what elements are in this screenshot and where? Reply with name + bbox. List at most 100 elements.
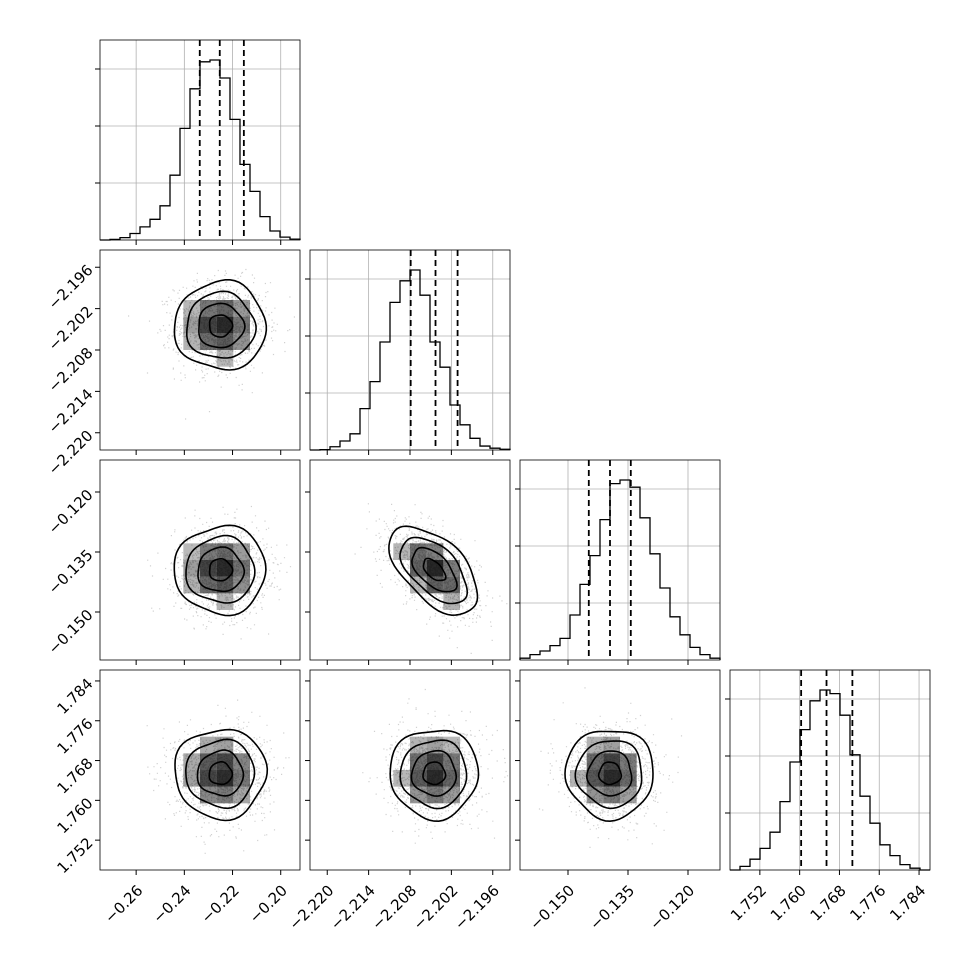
x-tick-label: −0.24 [149,882,194,927]
density-cell [443,786,460,804]
y-tick-label: −2.220 [45,427,97,479]
x-tick-label: −2.196 [451,882,503,934]
x-tick-label: −0.120 [646,882,698,934]
density-cell [233,753,250,770]
contour-0 [208,558,234,582]
x-tick-label: 1.760 [767,882,810,925]
contour-1 [198,302,246,349]
y-tick-label: −2.196 [45,261,97,313]
x-tick-label: −0.135 [586,882,638,934]
contour-1 [585,750,633,797]
y-tick-label: −0.135 [45,546,97,598]
density-cell [200,770,217,787]
y-tick-label: −0.150 [45,606,97,658]
y-tick-label: 1.752 [53,834,96,877]
scatter-panel-3-2 [515,669,721,875]
density-cell [216,786,234,804]
x-tick-label: −0.22 [198,882,243,927]
density-cell [200,316,217,334]
contour-0 [208,314,234,338]
density-cell [233,576,250,594]
contour-2 [186,290,257,359]
density-cell [183,316,200,334]
density-cell [200,300,217,317]
contour-2 [185,534,256,604]
panel-frame [309,249,511,451]
density-cell [233,333,250,350]
contour-0 [597,761,622,786]
density-cell [426,560,444,577]
density-cell [216,316,234,334]
density-cell [216,543,234,560]
histogram-panel-1 [305,249,511,455]
scatter-points [146,699,290,854]
x-tick-label: −2.208 [368,882,420,934]
density-cell [200,786,217,804]
density-cell [393,543,410,560]
density-cell [233,786,250,804]
histogram-step [519,479,721,660]
contour-1 [196,749,245,797]
panel-frame [99,459,301,661]
contour-0 [422,761,447,786]
x-tick-label: −2.214 [327,882,379,934]
histogram-step [730,689,930,871]
contour-3 [174,728,269,822]
y-tick-label: −0.120 [45,486,97,538]
contour-0 [208,761,234,786]
density-cell [443,736,460,754]
density-cell [393,770,410,787]
contour-0 [422,557,447,582]
contour-2 [399,536,468,605]
density-cell [443,560,460,577]
contour-1 [410,749,457,797]
contour-1 [197,546,246,593]
density-cell [233,543,250,560]
panel-frame [519,669,721,871]
y-tick-label: 1.784 [53,675,96,718]
x-tick-label: 1.768 [807,882,850,925]
x-tick-label: 1.784 [886,882,929,925]
x-tick-label: −0.20 [246,882,291,927]
density-cell [570,770,587,787]
y-tick-label: 1.760 [53,794,96,837]
y-tick-label: −2.202 [45,302,97,354]
x-tick-label: −2.202 [410,882,462,934]
density-cell [216,300,234,317]
density-cell [426,786,444,804]
panel-frame [99,669,301,871]
x-tick-label: −0.26 [101,882,146,927]
contour-3 [173,524,267,617]
contour-2 [184,738,256,810]
panel-frame [729,669,931,871]
panel-frame [519,459,721,661]
density-cell [183,753,200,770]
y-tick-label: −2.214 [45,385,97,437]
density-cell [410,560,427,577]
density-cell [443,593,460,610]
density-cell [620,770,637,787]
density-cell [586,736,604,754]
density-cell [603,786,620,804]
contour-3 [389,729,480,823]
scatter-panel-1-0 [95,249,301,455]
contour-3 [388,525,479,617]
density-cell [216,753,234,770]
x-tick-label: −0.150 [526,882,578,934]
density-cell [216,770,234,787]
contour-1 [411,546,458,593]
panel-frame [99,249,301,451]
histogram-panel-3 [725,669,931,875]
scatter-panel-2-1 [305,459,511,665]
scatter-panel-3-0 [95,669,301,875]
panel-frame [99,39,301,241]
density-cell [233,560,250,577]
scatter-points [362,688,509,844]
density-cell [410,753,427,770]
x-tick-label: 1.752 [727,882,770,925]
y-tick-label: 1.776 [53,715,96,758]
density-cell [200,560,217,577]
density-cell [216,593,234,610]
density-cell [233,316,250,334]
panel-frame [309,459,511,661]
